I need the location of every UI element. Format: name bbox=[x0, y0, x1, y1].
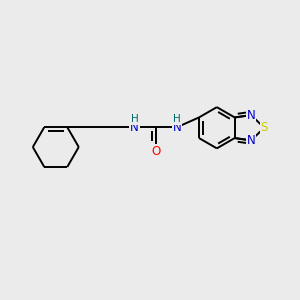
Text: N: N bbox=[247, 109, 256, 122]
Text: O: O bbox=[151, 145, 160, 158]
Text: N: N bbox=[130, 121, 139, 134]
Text: H: H bbox=[131, 114, 139, 124]
Text: S: S bbox=[260, 121, 268, 134]
Text: N: N bbox=[173, 121, 182, 134]
Text: H: H bbox=[173, 114, 181, 124]
Text: N: N bbox=[247, 134, 256, 147]
